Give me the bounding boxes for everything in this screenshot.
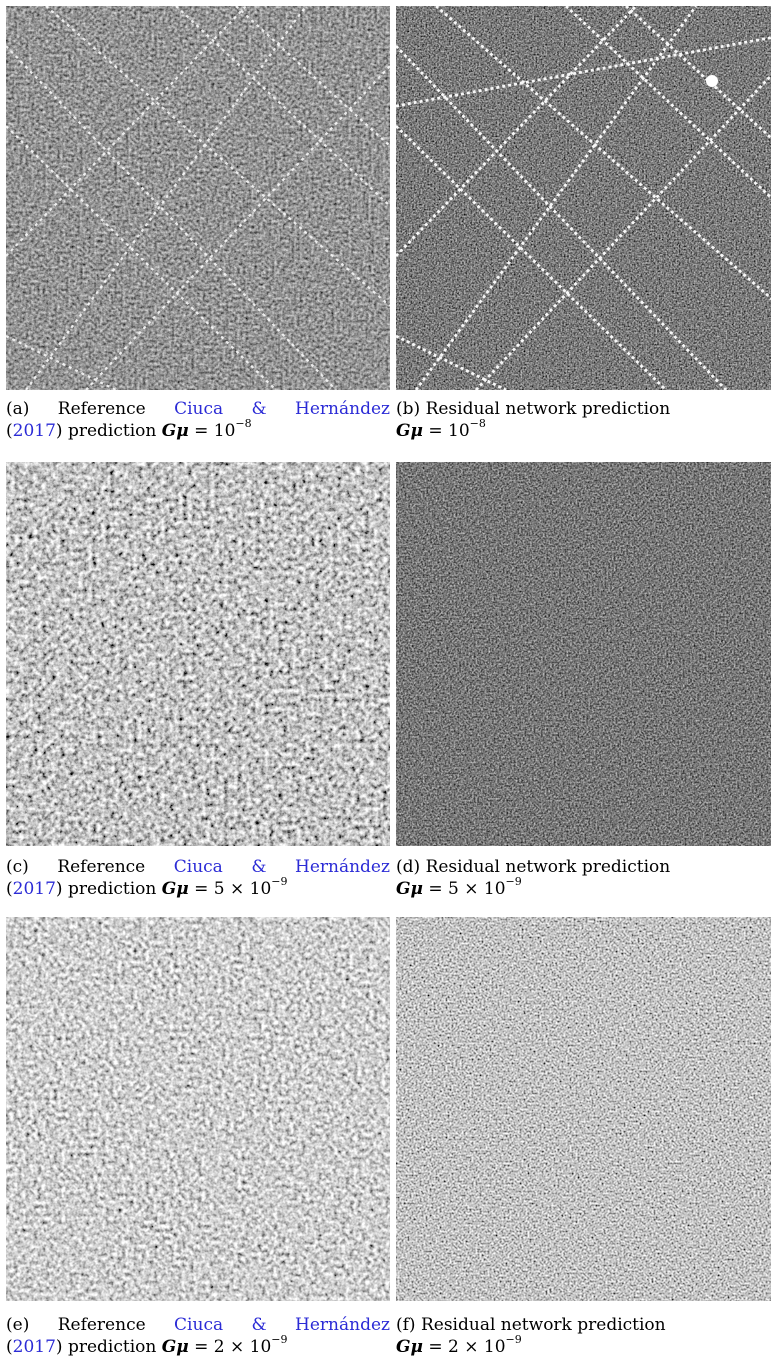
caption-d-line2: Gμ = 5 × 10−9 <box>396 875 670 900</box>
caption-a: (a) Reference Ciuca & Hernández (2017) p… <box>6 398 390 442</box>
caption-c-cite-author1[interactable]: Ciuca <box>173 857 223 877</box>
caption-a-line1: (a) Reference Ciuca & Hernández <box>6 398 390 420</box>
caption-a-cite-author1[interactable]: Ciuca <box>174 399 224 419</box>
caption-c-prediction: prediction <box>67 879 157 899</box>
caption-c-cite-amp[interactable]: & <box>251 857 267 877</box>
caption-e-prediction: prediction <box>67 1337 157 1357</box>
caption-c-line1: (c) Reference Ciuca & Hernández <box>6 856 390 878</box>
caption-b-line1: (b) Residual network prediction <box>396 398 670 420</box>
caption-a-cite-author2[interactable]: Hernández <box>295 399 390 419</box>
caption-d-label: (d) <box>396 857 421 877</box>
caption-a-reference: Reference <box>57 399 146 419</box>
caption-a-line2: (2017) prediction Gμ = 10−8 <box>6 417 252 441</box>
cosmic-string-map-d <box>396 462 771 846</box>
caption-f-gmu-symbol: Gμ <box>396 1337 423 1357</box>
cosmic-string-map-c <box>6 462 390 846</box>
caption-f-title: Residual network prediction <box>420 1315 666 1335</box>
cosmic-string-map-e <box>6 917 390 1301</box>
caption-e-gmu-exponent: −9 <box>271 1333 288 1347</box>
caption-c-cite-author2[interactable]: Hernández <box>295 857 390 877</box>
caption-c-gmu-symbol: Gμ <box>161 879 189 899</box>
caption-a-gmu-value: = 10 <box>194 421 236 441</box>
caption-e-line2: (2017) prediction Gμ = 2 × 10−9 <box>6 1333 288 1357</box>
caption-d: (d) Residual network prediction Gμ = 5 ×… <box>396 856 670 900</box>
caption-e-cite-author2[interactable]: Hernández <box>295 1315 390 1335</box>
caption-b: (b) Residual network prediction Gμ = 10−… <box>396 398 670 442</box>
caption-e-reference: Reference <box>57 1315 146 1335</box>
caption-c-line2: (2017) prediction Gμ = 5 × 10−9 <box>6 875 288 899</box>
cosmic-string-map-a <box>6 6 390 390</box>
caption-c-cite-year[interactable]: 2017 <box>12 879 56 899</box>
cosmic-string-map-f <box>396 917 771 1301</box>
caption-b-label: (b) <box>396 399 421 419</box>
caption-f-line2: Gμ = 2 × 10−9 <box>396 1333 666 1358</box>
panel-c-image <box>6 462 390 846</box>
caption-b-gmu-symbol: Gμ <box>396 421 423 441</box>
caption-a-prediction: prediction <box>67 421 157 441</box>
caption-a-gmu-symbol: Gμ <box>161 421 189 441</box>
caption-a-cite-year[interactable]: 2017 <box>12 421 56 441</box>
caption-e: (e) Reference Ciuca & Hernández (2017) p… <box>6 1314 390 1358</box>
caption-b-title: Residual network prediction <box>425 399 671 419</box>
caption-e-label: (e) <box>6 1315 30 1335</box>
caption-a-label: (a) <box>6 399 30 419</box>
panel-d-image <box>396 462 771 846</box>
panel-b-image <box>396 6 771 390</box>
panel-f-image <box>396 917 771 1301</box>
caption-d-gmu-value: = 5 × 10 <box>428 879 506 899</box>
caption-c-gmu-value: = 5 × 10 <box>194 879 272 899</box>
caption-f: (f) Residual network prediction Gμ = 2 ×… <box>396 1314 666 1358</box>
panel-a-image <box>6 6 390 390</box>
caption-d-gmu-symbol: Gμ <box>396 879 423 899</box>
panel-e-image <box>6 917 390 1301</box>
caption-b-line2: Gμ = 10−8 <box>396 417 670 442</box>
caption-f-label: (f) <box>396 1315 416 1335</box>
caption-f-gmu-value: = 2 × 10 <box>428 1337 506 1357</box>
caption-d-title: Residual network prediction <box>425 857 671 877</box>
caption-c-label: (c) <box>6 857 29 877</box>
caption-c-gmu-exponent: −9 <box>271 875 288 889</box>
caption-e-cite-year[interactable]: 2017 <box>12 1337 56 1357</box>
caption-e-gmu-symbol: Gμ <box>161 1337 189 1357</box>
caption-c-reference: Reference <box>57 857 146 877</box>
caption-f-line1: (f) Residual network prediction <box>396 1314 666 1336</box>
cosmic-string-map-b <box>396 6 771 390</box>
caption-b-gmu-exponent: −8 <box>469 417 486 431</box>
caption-d-line1: (d) Residual network prediction <box>396 856 670 878</box>
caption-e-gmu-value: = 2 × 10 <box>194 1337 272 1357</box>
caption-d-gmu-exponent: −9 <box>505 875 522 889</box>
caption-a-cite-amp[interactable]: & <box>251 399 267 419</box>
caption-b-gmu-value: = 10 <box>428 421 470 441</box>
caption-e-cite-amp[interactable]: & <box>251 1315 267 1335</box>
caption-e-cite-author1[interactable]: Ciuca <box>174 1315 224 1335</box>
caption-a-gmu-exponent: −8 <box>235 417 252 431</box>
caption-c: (c) Reference Ciuca & Hernández (2017) p… <box>6 856 390 900</box>
caption-e-line1: (e) Reference Ciuca & Hernández <box>6 1314 390 1336</box>
caption-f-gmu-exponent: −9 <box>505 1333 522 1347</box>
